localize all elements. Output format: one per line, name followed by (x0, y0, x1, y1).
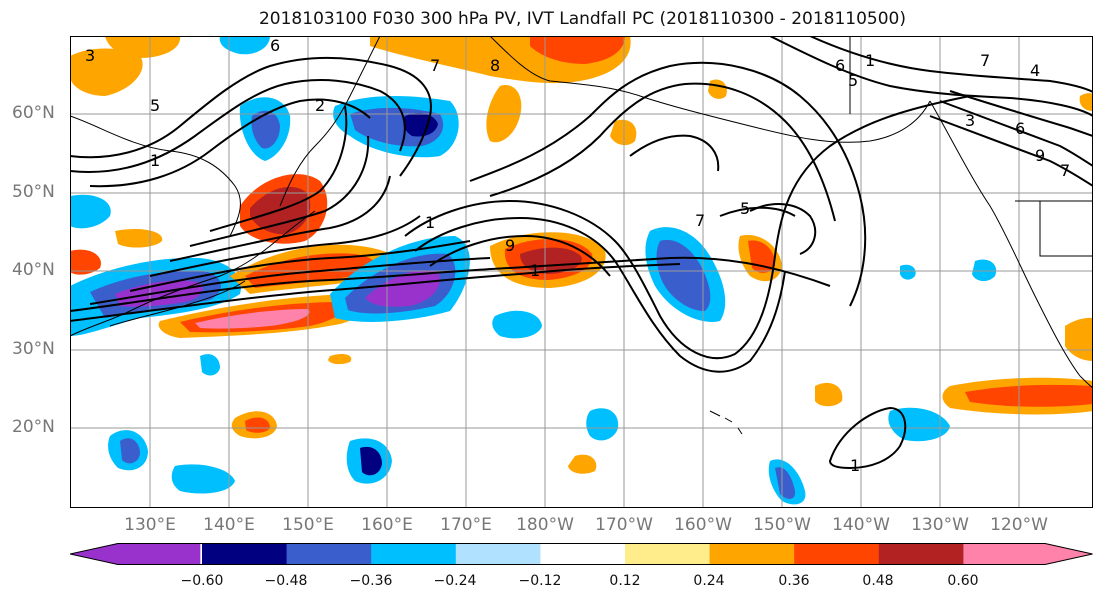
colorbar-tick-label: 0.36 (778, 573, 810, 589)
contour-label: 1 (850, 456, 860, 475)
lat-lon-grid (70, 36, 1093, 508)
contour-label: 6 (835, 56, 845, 75)
colorbar-cell (70, 543, 201, 565)
colorbar-cell (202, 543, 288, 565)
lat-label: 20°N (12, 417, 55, 437)
contour-labels: 3 6 5 1 2 8 7 1 9 1 7 5 1 6 5 7 4 3 6 9 … (85, 36, 1070, 475)
contour-label: 6 (270, 36, 280, 55)
contour-label: 1 (865, 51, 875, 70)
pv-contours (70, 36, 1093, 470)
contour-label: 4 (1030, 61, 1040, 80)
colorbar-tick-label: 0.24 (693, 573, 725, 589)
contour-label: 5 (150, 96, 160, 115)
colorbar-tick-label: −0.36 (349, 573, 393, 589)
lat-label: 40°N (12, 260, 55, 280)
colorbar-cell (455, 543, 541, 565)
figure-title: 2018103100 F030 300 hPa PV, IVT Landfall… (258, 9, 906, 29)
contour-label: 7 (430, 56, 440, 75)
lon-label: 160°E (361, 515, 413, 535)
contour-label: 5 (848, 71, 858, 90)
colorbar-cell (794, 543, 880, 565)
colorbar-tick-label: 0.48 (862, 573, 894, 589)
colorbar-tick-label: −0.12 (518, 573, 562, 589)
contour-label: 1 (425, 213, 435, 232)
contour-label: 1 (530, 261, 540, 280)
colorbar-tick-label: 0.60 (947, 573, 979, 589)
colorbar-cell (540, 543, 626, 565)
colorbar-cell (286, 543, 372, 565)
contour-label: 3 (965, 111, 975, 130)
lon-label: 130°W (911, 515, 969, 535)
lon-label: 140°W (832, 515, 890, 535)
lon-label: 120°W (990, 515, 1048, 535)
colorbar-tick-label: −0.60 (180, 573, 224, 589)
map-panel: 3 6 5 1 2 8 7 1 9 1 7 5 1 6 5 7 4 3 6 9 … (70, 36, 1093, 508)
contour-label: 9 (505, 236, 515, 255)
lon-label: 130°E (124, 515, 176, 535)
lon-label: 160°W (674, 515, 732, 535)
lat-label: 50°N (12, 182, 55, 202)
lon-label: 150°W (753, 515, 811, 535)
contour-label: 7 (695, 211, 705, 230)
contour-label: 5 (740, 199, 750, 218)
contour-label: 9 (1035, 146, 1045, 165)
colorbar (70, 543, 1093, 565)
lon-label: 170°E (440, 515, 492, 535)
lon-label: 140°E (203, 515, 255, 535)
lon-label: 180°W (516, 515, 574, 535)
contour-label: 2 (315, 96, 325, 115)
colorbar-outline (70, 543, 1093, 565)
colorbar-cell (625, 543, 711, 565)
colorbar-cell (878, 543, 964, 565)
colorbar-tick-label: −0.24 (433, 573, 477, 589)
lon-label: 170°W (595, 515, 653, 535)
contour-label: 3 (85, 46, 95, 65)
colorbar-tick-label: −0.48 (264, 573, 308, 589)
colorbar-tick-label: 0.12 (609, 573, 641, 589)
lat-label: 30°N (12, 339, 55, 359)
contour-label: 7 (1060, 161, 1070, 180)
contour-label: 7 (980, 51, 990, 70)
contour-label: 8 (490, 56, 500, 75)
contour-label: 1 (150, 151, 160, 170)
colorbar-cell (963, 543, 1093, 565)
colorbar-cell (371, 543, 457, 565)
colorbar-cell (709, 543, 795, 565)
lat-label: 60°N (12, 103, 55, 123)
contour-label: 6 (1015, 119, 1025, 138)
lon-label: 150°E (282, 515, 334, 535)
